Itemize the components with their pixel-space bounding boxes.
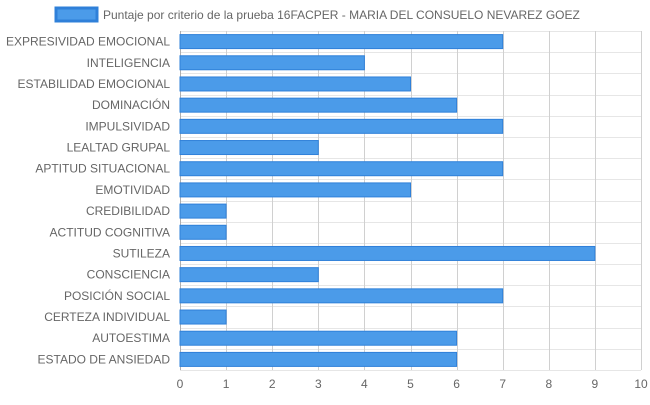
x-tick-label: 7: [499, 377, 506, 391]
x-tick-label: 5: [407, 377, 414, 391]
y-axis-labels: EXPRESIVIDAD EMOCIONAL INTELIGENCIA ESTABI…: [6, 35, 170, 367]
legend[interactable]: Puntaje por criterio de la prueba 16FACP…: [54, 6, 580, 23]
x-tick-label: 1: [223, 377, 230, 391]
category-label: INTELIGENCIA: [87, 56, 170, 70]
category-label: ACTITUD COGNITIVA: [50, 225, 170, 239]
category-label: EXPRESIVIDAD EMOCIONAL: [6, 35, 170, 49]
bar[interactable]: [179, 330, 458, 346]
x-tick-label: 8: [545, 377, 552, 391]
category-label: ESTADO DE ANSIEDAD: [38, 352, 171, 366]
bar[interactable]: [179, 203, 227, 219]
bars: [179, 34, 596, 367]
legend-swatch: [54, 6, 99, 23]
category-label: SUTILEZA: [113, 246, 170, 260]
x-tick-label: 6: [453, 377, 460, 391]
bar[interactable]: [179, 118, 504, 134]
grid: [180, 31, 642, 371]
x-tick-label: 4: [361, 377, 368, 391]
category-label: LEALTAD GRUPAL: [67, 141, 171, 155]
bar[interactable]: [179, 351, 458, 367]
bar[interactable]: [179, 224, 227, 240]
bar[interactable]: [179, 161, 504, 177]
x-tick-label: 2: [269, 377, 276, 391]
category-label: CONSCIENCIA: [87, 268, 170, 282]
category-label: ESTABILIDAD EMOCIONAL: [18, 77, 171, 91]
bar[interactable]: [179, 55, 365, 71]
bar[interactable]: [179, 267, 319, 283]
bar[interactable]: [179, 182, 411, 198]
category-label: CERTEZA INDIVIDUAL: [44, 310, 170, 324]
bar[interactable]: [179, 76, 411, 92]
x-axis-ticks: 0 1 2 3 4 5 6 7 8 9 10: [177, 377, 648, 391]
category-label: AUTOESTIMA: [92, 331, 170, 345]
category-label: APTITUD SITUACIONAL: [35, 162, 170, 176]
x-tick-label: 9: [592, 377, 599, 391]
x-tick-label: 3: [315, 377, 322, 391]
bar[interactable]: [179, 288, 504, 304]
category-label: IMPULSIVIDAD: [85, 119, 170, 133]
bar[interactable]: [179, 140, 319, 156]
x-tick-label: 10: [634, 377, 648, 391]
category-label: CREDIBILIDAD: [86, 204, 170, 218]
category-label: DOMINACIÓN: [92, 97, 170, 112]
category-label: EMOTIVIDAD: [95, 183, 170, 197]
bar[interactable]: [179, 97, 458, 113]
x-tick-label: 0: [177, 377, 184, 391]
bar[interactable]: [179, 34, 504, 50]
category-label: POSICIÓN SOCIAL: [64, 288, 170, 303]
bar[interactable]: [179, 309, 227, 325]
bar[interactable]: [179, 245, 596, 261]
legend-label: Puntaje por criterio de la prueba 16FACP…: [103, 8, 580, 22]
